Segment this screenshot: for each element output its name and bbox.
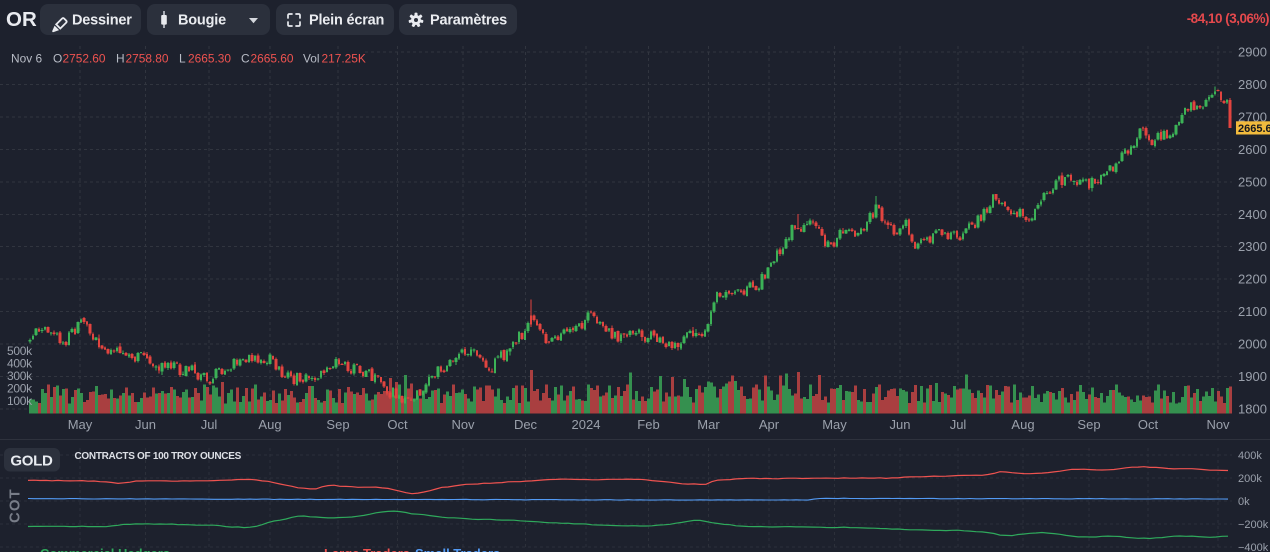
svg-text:300k: 300k	[7, 369, 33, 383]
svg-text:O: O	[53, 51, 62, 65]
svg-text:Jul: Jul	[950, 417, 967, 432]
svg-text:Jun: Jun	[135, 417, 156, 432]
svg-text:Nov 6: Nov 6	[11, 51, 42, 65]
svg-text:2300: 2300	[1238, 239, 1267, 254]
svg-text:200k: 200k	[1238, 473, 1262, 485]
svg-text:2758.80: 2758.80	[126, 51, 169, 65]
svg-text:Vol: Vol	[303, 51, 320, 65]
svg-text:Oct: Oct	[1138, 417, 1159, 432]
svg-text:2752.60: 2752.60	[63, 51, 106, 65]
svg-text:Nov: Nov	[1206, 417, 1230, 432]
svg-text:Aug: Aug	[258, 417, 281, 432]
svg-text:Sep: Sep	[326, 417, 349, 432]
svg-text:−200k: −200k	[1238, 519, 1269, 531]
svg-text:Small Traders: Small Traders	[415, 546, 500, 552]
svg-text:OR: OR	[6, 8, 37, 31]
svg-text:Bougie: Bougie	[178, 13, 226, 29]
svg-text:Oct: Oct	[387, 417, 408, 432]
svg-text:2800: 2800	[1238, 77, 1267, 92]
svg-text:2500: 2500	[1238, 174, 1267, 189]
svg-text:2665.6: 2665.6	[1238, 123, 1270, 135]
svg-text:2000: 2000	[1238, 337, 1267, 352]
svg-text:-84,10 (3,06%): -84,10 (3,06%)	[1187, 11, 1269, 26]
svg-text:2200: 2200	[1238, 272, 1267, 287]
svg-text:400k: 400k	[1238, 450, 1262, 462]
svg-text:2024: 2024	[572, 417, 601, 432]
svg-text:Apr: Apr	[759, 417, 780, 432]
svg-text:Dec: Dec	[514, 417, 538, 432]
svg-text:200k: 200k	[7, 382, 33, 396]
svg-text:500k: 500k	[7, 344, 33, 358]
svg-text:2700: 2700	[1238, 109, 1267, 124]
svg-text:Nov: Nov	[451, 417, 475, 432]
svg-text:Plein écran: Plein écran	[309, 13, 384, 29]
svg-text:100k: 100k	[7, 394, 33, 408]
svg-text:H: H	[116, 51, 125, 65]
svg-text:Paramètres: Paramètres	[430, 13, 507, 29]
svg-text:May: May	[68, 417, 93, 432]
svg-text:2600: 2600	[1238, 142, 1267, 157]
svg-text:Commercial Hedgers: Commercial Hedgers	[40, 546, 170, 552]
svg-text:2400: 2400	[1238, 207, 1267, 222]
svg-text:Mar: Mar	[697, 417, 720, 432]
svg-text:1800: 1800	[1238, 402, 1267, 417]
svg-text:Dessiner: Dessiner	[72, 13, 132, 29]
svg-text:L: L	[179, 51, 186, 65]
svg-text:−400k: −400k	[1238, 542, 1269, 552]
svg-text:CONTRACTS OF 100 TROY OUNCES: CONTRACTS OF 100 TROY OUNCES	[75, 451, 242, 462]
svg-text:Large Traders: Large Traders	[324, 546, 410, 552]
svg-text:C: C	[241, 51, 250, 65]
svg-text:Feb: Feb	[637, 417, 659, 432]
svg-text:0k: 0k	[1238, 496, 1250, 508]
svg-text:400k: 400k	[7, 357, 33, 371]
svg-text:Jun: Jun	[890, 417, 911, 432]
svg-text:May: May	[822, 417, 847, 432]
svg-text:1900: 1900	[1238, 369, 1267, 384]
svg-text:2665.60: 2665.60	[251, 51, 294, 65]
svg-text:Aug: Aug	[1011, 417, 1034, 432]
svg-text:GOLD: GOLD	[10, 452, 53, 469]
svg-text:Jul: Jul	[201, 417, 218, 432]
svg-text:2100: 2100	[1238, 304, 1267, 319]
svg-text:Sep: Sep	[1077, 417, 1100, 432]
svg-text:COT: COT	[7, 488, 24, 523]
svg-text:2900: 2900	[1238, 45, 1267, 60]
svg-text:2665.30: 2665.30	[188, 51, 231, 65]
svg-text:217.25K: 217.25K	[322, 51, 366, 65]
